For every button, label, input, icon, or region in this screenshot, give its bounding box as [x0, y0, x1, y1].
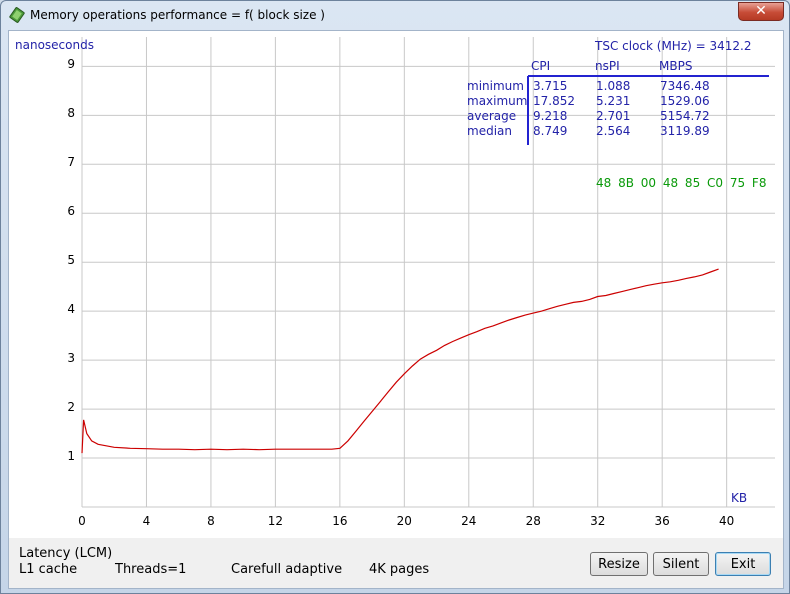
nspi-average: 2.701 — [596, 109, 631, 123]
x-tick-label: 0 — [78, 514, 86, 528]
x-tick-label: 36 — [654, 514, 670, 528]
cpi-median: 8.749 — [533, 124, 568, 138]
nspi-median: 2.564 — [596, 124, 631, 138]
silent-button[interactable]: Silent — [653, 552, 709, 576]
x-tick-label: 20 — [396, 514, 412, 528]
x-tick-label: 12 — [267, 514, 284, 528]
status-method: Carefull adaptive — [231, 562, 343, 577]
latency-series-line — [81, 268, 719, 454]
x-tick-label: 40 — [719, 514, 735, 528]
tsc-clock-label: TSC clock (MHz) = 3412.2 — [595, 39, 752, 53]
nspi-minimum: 1.088 — [596, 79, 631, 93]
row-label-maximum: maximum — [467, 94, 528, 108]
row-label-average: average — [467, 109, 517, 123]
status-pages: 4K pages — [369, 562, 430, 577]
col-header-cpi: CPI — [531, 59, 551, 73]
x-tick-label: 16 — [332, 514, 348, 528]
memory-chip-icon — [9, 7, 25, 23]
x-axis-label: KB — [731, 491, 748, 505]
y-tick-label: 9 — [67, 57, 75, 72]
opcode-bytes: 48 8B 00 48 85 C0 75 F8 — [596, 176, 767, 190]
mbps-maximum: 1529.06 — [660, 94, 710, 108]
cpi-minimum: 3.715 — [533, 79, 568, 93]
y-axis-label: nanoseconds — [15, 38, 94, 52]
row-label-median: median — [467, 124, 512, 138]
cpi-maximum: 17.852 — [533, 94, 575, 108]
close-icon: ✕ — [755, 3, 767, 19]
y-tick-label: 6 — [67, 204, 75, 219]
col-header-nspi: nsPI — [595, 59, 620, 73]
status-cache: L1 cache — [19, 562, 78, 577]
exit-button[interactable]: Exit — [715, 552, 771, 576]
window-title: Memory operations performance = f( block… — [30, 8, 325, 22]
y-tick-label: 7 — [67, 155, 75, 170]
resize-button[interactable]: Resize — [590, 552, 648, 576]
mbps-minimum: 7346.48 — [660, 79, 710, 93]
y-tick-label: 2 — [67, 400, 75, 415]
nspi-maximum: 5.231 — [596, 94, 631, 108]
row-label-minimum: minimum — [467, 79, 524, 93]
client-area: nanoseconds KB TSC clock (MHz) = 3412.2 … — [8, 30, 784, 589]
chart-area: nanoseconds KB TSC clock (MHz) = 3412.2 … — [9, 31, 783, 538]
status-threads: Threads=1 — [115, 562, 187, 577]
y-tick-label: 8 — [67, 106, 75, 121]
y-tick-label: 4 — [67, 302, 75, 317]
x-tick-label: 28 — [525, 514, 541, 528]
mbps-average: 5154.72 — [660, 109, 710, 123]
y-tick-label: 1 — [67, 449, 75, 464]
x-tick-label: 8 — [207, 514, 215, 528]
status-mode: Latency (LCM) — [19, 546, 113, 561]
y-tick-label: 5 — [67, 253, 75, 268]
x-tick-label: 4 — [142, 514, 151, 528]
x-tick-label: 24 — [461, 514, 477, 528]
close-button[interactable]: ✕ — [738, 2, 784, 21]
mbps-median: 3119.89 — [660, 124, 710, 138]
cpi-average: 9.218 — [533, 109, 568, 123]
latency-chart — [81, 37, 775, 508]
col-header-mbps: MBPS — [659, 59, 693, 73]
x-tick-label: 32 — [590, 514, 606, 528]
title-bar[interactable]: Memory operations performance = f( block… — [1, 1, 789, 29]
y-tick-label: 3 — [67, 351, 75, 366]
